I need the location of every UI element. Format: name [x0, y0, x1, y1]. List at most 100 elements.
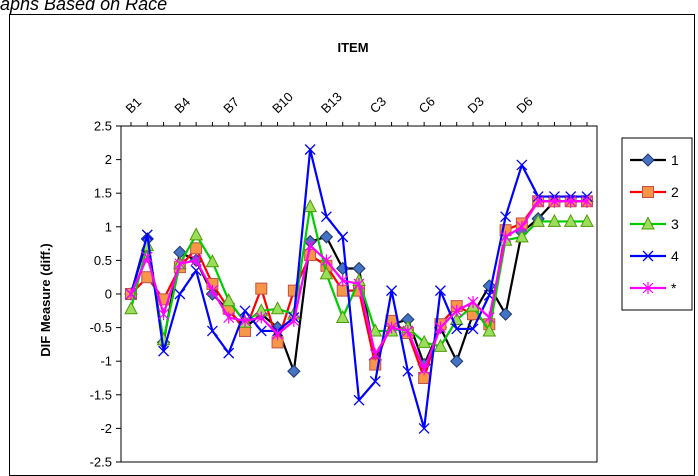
data-point-triangle: [270, 301, 285, 315]
data-point-star: [435, 321, 446, 334]
data-point-triangle: [547, 213, 562, 227]
data-point-star: [483, 311, 495, 324]
legend-label: 2: [671, 184, 679, 200]
legend-entry: 4: [630, 248, 679, 264]
data-point-x: [451, 323, 463, 335]
data-point-diamond: [641, 153, 655, 167]
data-point-x: [369, 375, 381, 387]
data-point-triangle: [319, 266, 334, 280]
data-point-diamond: [352, 261, 366, 276]
data-point-triangle: [205, 254, 220, 268]
data-point-x: [467, 323, 479, 335]
data-point-star: [321, 254, 332, 267]
data-point-x: [174, 288, 186, 300]
legend-entry: 3: [630, 216, 679, 232]
data-point-star: [386, 321, 397, 334]
data-point-star: [288, 314, 300, 327]
y-tick-label: 2: [105, 152, 112, 167]
x-tick-label: C6: [416, 94, 438, 116]
data-point-triangle: [303, 199, 317, 213]
axes: 2.5 2 1.5 1 0.5 0 -0.5 -1 -1.5 -2 -2.5 B1 B4 B7 B10 B13…: [90, 89, 598, 470]
series-star: [125, 195, 593, 376]
data-point-square: [190, 242, 203, 255]
data-point-star: [418, 363, 430, 376]
data-point-star: [369, 348, 381, 361]
data-point-triangle: [580, 213, 594, 227]
data-point-diamond: [319, 230, 334, 244]
y-axis-title: DIF Measure (diff.): [38, 243, 53, 356]
y-tick-label: 1.5: [94, 186, 112, 201]
legend-label: 3: [671, 216, 679, 232]
legend-label: 1: [671, 152, 679, 168]
legend-entry: 1: [630, 152, 679, 168]
data-point-triangle: [433, 338, 448, 352]
data-point-triangle: [515, 229, 529, 243]
data-point-star: [304, 239, 316, 252]
data-point-diamond: [498, 307, 513, 321]
data-point-star: [565, 195, 577, 208]
data-point-star: [174, 257, 186, 270]
data-point-star: [402, 324, 414, 337]
y-tick-label: -0.5: [90, 320, 112, 335]
data-point-x: [304, 144, 316, 155]
x-tick-label: B10: [269, 89, 296, 116]
data-point-x: [500, 211, 512, 223]
y-tick-label: 0.5: [94, 253, 112, 268]
x-tick-label: B1: [123, 94, 145, 116]
data-point-star: [642, 282, 654, 294]
chart-frame: [9, 14, 695, 476]
data-point-star: [141, 251, 153, 264]
y-tick-label: -2: [100, 421, 112, 436]
data-point-triangle: [189, 227, 203, 241]
figure-caption: aphs Based on Race: [0, 0, 168, 14]
data-point-star: [500, 230, 511, 243]
data-point-x: [320, 211, 332, 223]
data-point-triangle: [641, 216, 655, 230]
data-point-x: [516, 159, 528, 171]
data-point-star: [532, 195, 544, 208]
data-point-triangle: [482, 323, 497, 337]
legend-label: *: [671, 280, 677, 296]
data-point-star: [125, 288, 137, 300]
data-point-x: [353, 394, 365, 406]
x-tick-label: B13: [318, 89, 345, 116]
data-point-x: [141, 229, 153, 241]
data-point-triangle: [335, 309, 350, 324]
data-point-triangle: [563, 213, 578, 227]
x-tick-label: C3: [367, 94, 389, 116]
x-tick-label: D3: [465, 94, 487, 116]
legend-entry: 2: [630, 184, 679, 200]
data-point-x: [337, 231, 349, 243]
data-point-x: [434, 285, 446, 297]
data-point-x: [386, 285, 398, 297]
data-point-triangle: [124, 301, 138, 315]
y-tick-label: -1.5: [90, 387, 112, 402]
data-point-star: [239, 314, 251, 327]
data-point-star: [158, 308, 169, 321]
data-point-diamond: [450, 354, 464, 368]
data-point-star: [549, 195, 560, 208]
y-tick-label: -2.5: [90, 455, 112, 470]
data-point-x: [418, 422, 430, 434]
data-point-x: [239, 305, 251, 317]
legend-entry: *: [630, 280, 677, 296]
data-point-x: [642, 250, 654, 262]
legend: 1 2 3 4 *: [621, 137, 693, 311]
data-point-star: [516, 220, 528, 233]
data-point-star: [255, 311, 267, 324]
data-point-star: [467, 296, 479, 309]
data-point-star: [451, 304, 463, 317]
data-point-diamond: [287, 364, 301, 378]
data-point-star: [337, 274, 349, 287]
data-point-star: [272, 328, 283, 341]
data-point-x: [255, 325, 267, 337]
x-tick-label: B7: [220, 94, 242, 116]
y-tick-label: 2.5: [94, 119, 112, 134]
data-point-x: [402, 365, 414, 377]
y-tick-label: 0: [105, 287, 112, 302]
data-point-star: [207, 284, 218, 297]
data-point-triangle: [417, 334, 431, 348]
data-point-star: [223, 311, 235, 324]
data-point-x: [223, 347, 235, 359]
